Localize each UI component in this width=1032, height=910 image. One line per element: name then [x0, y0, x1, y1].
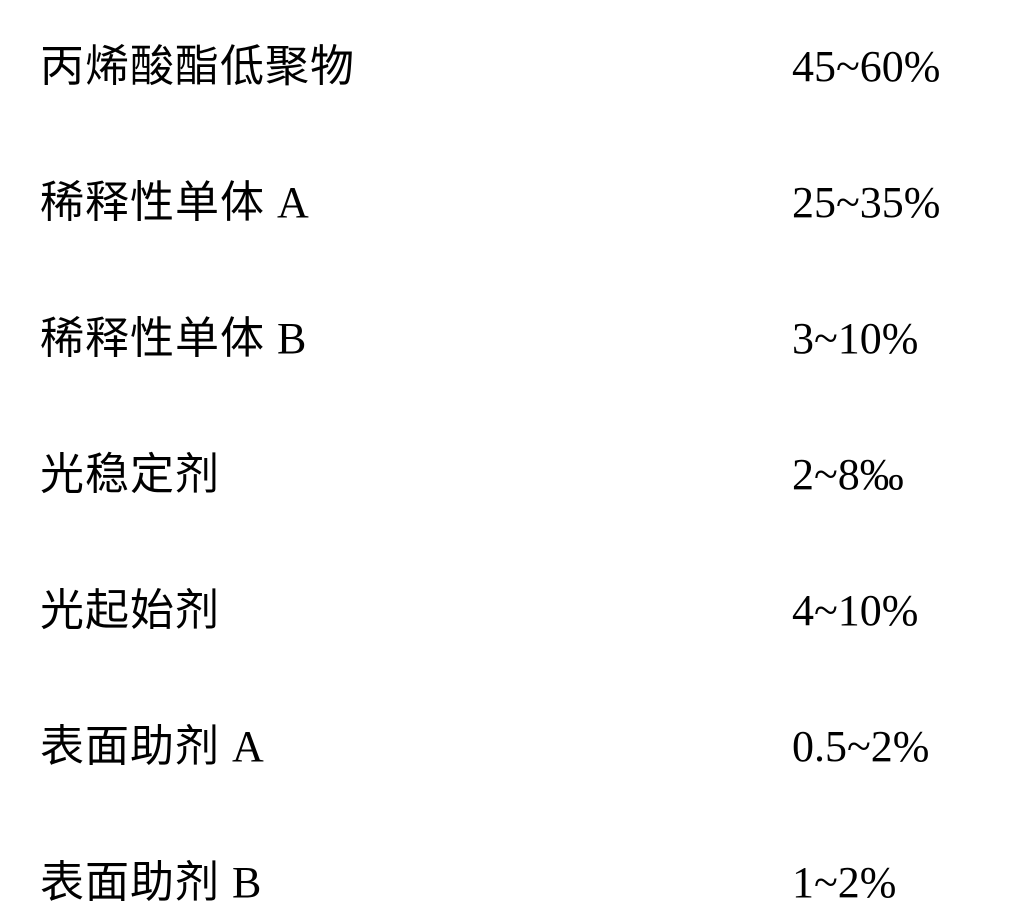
ingredient-name: 稀释性单体 A	[40, 166, 310, 230]
name-cjk: 稀释性单体	[40, 178, 265, 227]
table-row: 光稳定剂 2~8‰	[40, 438, 992, 502]
ingredient-name: 表面助剂 B	[40, 846, 262, 910]
ingredient-name: 表面助剂 A	[40, 710, 265, 774]
name-cjk: 稀释性单体	[40, 314, 265, 363]
name-cjk: 丙烯酸酯低聚物	[40, 42, 355, 91]
ingredient-name: 光稳定剂	[40, 438, 220, 502]
ingredient-name: 稀释性单体 B	[40, 302, 307, 366]
name-cjk: 表面助剂	[40, 858, 220, 907]
table-row: 表面助剂 A 0.5~2%	[40, 710, 992, 774]
name-latin: A	[265, 178, 310, 227]
name-latin: B	[265, 314, 307, 363]
composition-table: 丙烯酸酯低聚物 45~60% 稀释性单体 A 25~35% 稀释性单体 B 3~…	[40, 20, 992, 910]
table-row: 丙烯酸酯低聚物 45~60%	[40, 30, 992, 94]
ingredient-value: 25~35%	[792, 177, 992, 228]
name-latin: A	[220, 722, 265, 771]
name-latin: B	[220, 858, 262, 907]
table-row: 表面助剂 B 1~2%	[40, 846, 992, 910]
name-cjk: 光起始剂	[40, 586, 220, 635]
name-cjk: 光稳定剂	[40, 450, 220, 499]
ingredient-value: 1~2%	[792, 857, 992, 908]
name-cjk: 表面助剂	[40, 722, 220, 771]
table-row: 稀释性单体 B 3~10%	[40, 302, 992, 366]
table-row: 光起始剂 4~10%	[40, 574, 992, 638]
ingredient-value: 2~8‰	[792, 449, 992, 500]
ingredient-value: 3~10%	[792, 313, 992, 364]
ingredient-value: 0.5~2%	[792, 721, 992, 772]
ingredient-value: 4~10%	[792, 585, 992, 636]
ingredient-value: 45~60%	[792, 41, 992, 92]
ingredient-name: 丙烯酸酯低聚物	[40, 30, 355, 94]
ingredient-name: 光起始剂	[40, 574, 220, 638]
table-row: 稀释性单体 A 25~35%	[40, 166, 992, 230]
